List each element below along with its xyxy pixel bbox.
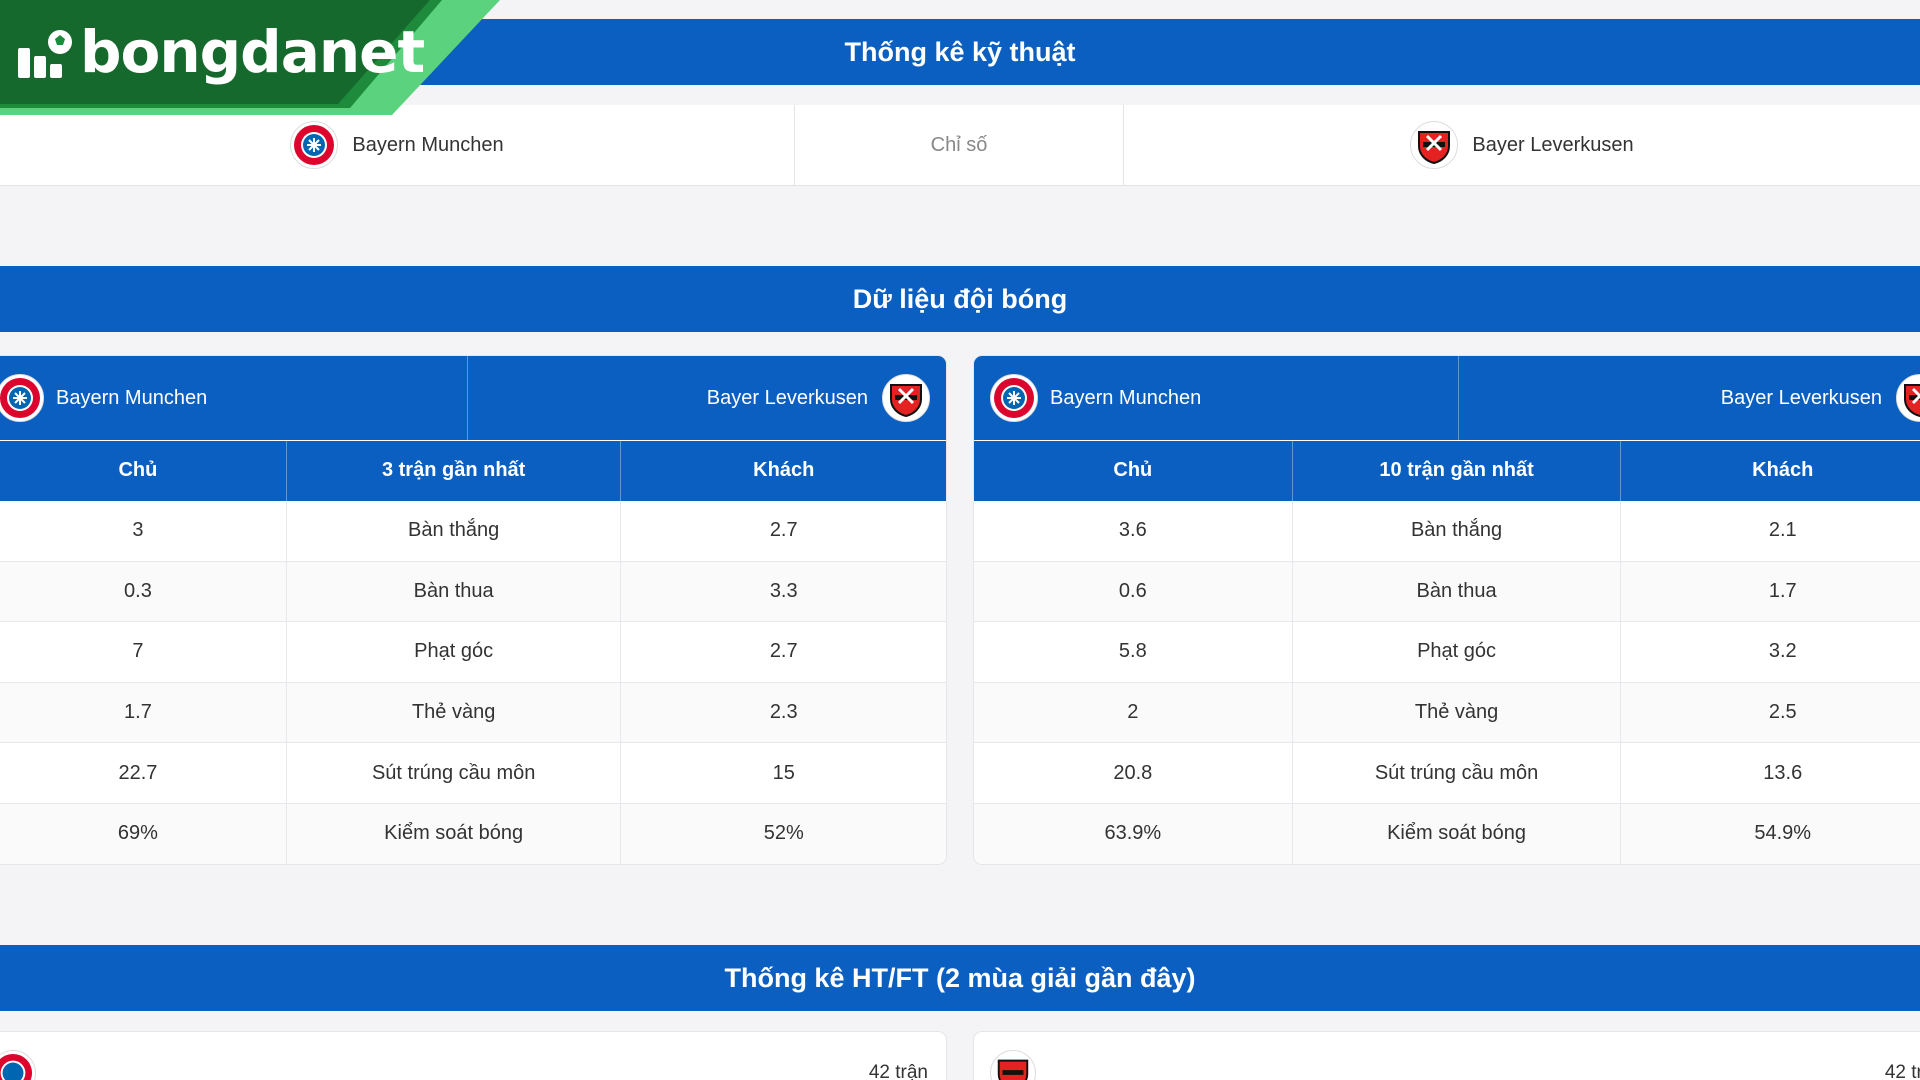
away-value: 2.5: [1620, 682, 1920, 744]
home-value: 3.6: [974, 500, 1293, 562]
col-away-header: Khách: [1620, 440, 1920, 501]
logo-banner-shape: [0, 0, 500, 115]
col-mid-header: 3 trận gần nhất: [286, 440, 622, 501]
panel-home-team[interactable]: Bayern Munchen: [974, 356, 1459, 440]
home-value: 3: [0, 500, 287, 562]
table-row: 63.9% Kiểm soát bóng 54.9%: [974, 803, 1920, 864]
logo-wordmark: bongdanet: [80, 18, 425, 86]
tech-stats-team-row: Bayern Munchen Chỉ số Bayer Leverkusen: [0, 105, 1920, 186]
away-value: 52%: [620, 803, 946, 864]
htft-home-match-count: 42 trận: [868, 1062, 928, 1080]
chart-ball-icon: [18, 30, 72, 78]
away-value: 2.7: [620, 500, 946, 562]
table-row: 5.8 Phạt góc 3.2: [974, 621, 1920, 683]
stats-table-10: Chủ 10 trận gần nhất Khách 3.6 Bàn thắng 2…: [974, 440, 1920, 864]
col-home-header: Chủ: [0, 440, 287, 501]
tech-away-team-name: Bayer Leverkusen: [1472, 133, 1634, 156]
col-home-header: Chủ: [974, 440, 1293, 501]
stat-label: Kiểm soát bóng: [286, 803, 622, 864]
table-row: 7 Phạt góc 2.7: [0, 621, 946, 683]
away-value: 1.7: [1620, 561, 1920, 623]
panel-team-header: Bayern Munchen Bayer Leverkusen: [0, 356, 946, 440]
tech-center-label: Chỉ số: [795, 105, 1124, 185]
table-row: 22.7 Sút trúng cầu môn 15: [0, 742, 946, 804]
stat-label: Bàn thắng: [1292, 500, 1622, 562]
panel-home-team-name: Bayern Munchen: [56, 386, 208, 409]
htft-title: Thống kê HT/FT (2 mùa giải gần đây): [0, 945, 1920, 1011]
panel-away-team[interactable]: Bayer Leverkusen: [468, 356, 946, 440]
site-logo[interactable]: bongdanet: [0, 0, 500, 115]
home-value: 5.8: [974, 621, 1293, 683]
home-value: 0.3: [0, 561, 287, 623]
stat-label: Phạt góc: [1292, 621, 1622, 683]
panel-home-team-name: Bayern Munchen: [1050, 386, 1202, 409]
table-row: 0.3 Bàn thua 3.3: [0, 561, 946, 623]
team-data-panel-3: Bayern Munchen Bayer Leverkusen Chủ 3 tr…: [0, 356, 946, 864]
stat-label: Sút trúng cầu môn: [286, 742, 622, 804]
home-value: 69%: [0, 803, 287, 864]
away-value: 2.3: [620, 682, 946, 744]
home-value: 63.9%: [974, 803, 1293, 864]
home-value: 2: [974, 682, 1293, 744]
table-row: 3 Bàn thắng 2.7: [0, 500, 946, 562]
away-value: 2.1: [1620, 500, 1920, 562]
panel-home-team[interactable]: Bayern Munchen: [0, 356, 468, 440]
table-row: 69% Kiểm soát bóng 52%: [0, 803, 946, 864]
table-row: 0.6 Bàn thua 1.7: [974, 561, 1920, 623]
away-value: 2.7: [620, 621, 946, 683]
stat-label: Phạt góc: [286, 621, 622, 683]
stat-label: Thẻ vàng: [1292, 682, 1622, 744]
panel-team-header: Bayern Munchen Bayer Leverkusen: [974, 356, 1920, 440]
panel-away-team[interactable]: Bayer Leverkusen: [1459, 356, 1920, 440]
stat-label: Bàn thua: [286, 561, 622, 623]
htft-card-away: 42 trận: [974, 1032, 1920, 1080]
home-value: 1.7: [0, 682, 287, 744]
away-value: 3.3: [620, 561, 946, 623]
stats-table-3: Chủ 3 trận gần nhất Khách 3 Bàn thắng 2.7 …: [0, 440, 946, 864]
away-value: 54.9%: [1620, 803, 1920, 864]
panel-away-team-name: Bayer Leverkusen: [706, 386, 868, 409]
stat-label: Bàn thắng: [286, 500, 622, 562]
table-row: 2 Thẻ vàng 2.5: [974, 682, 1920, 744]
away-value: 15: [620, 742, 946, 804]
home-value: 22.7: [0, 742, 287, 804]
leverkusen-crest-icon: [1896, 374, 1920, 422]
htft-card-home: 42 trận: [0, 1032, 946, 1080]
away-value: 13.6: [1620, 742, 1920, 804]
tech-home-team[interactable]: Bayern Munchen: [0, 105, 795, 185]
col-away-header: Khách: [620, 440, 946, 501]
tech-home-team-name: Bayern Munchen: [352, 133, 504, 156]
leverkusen-crest-icon: [882, 374, 930, 422]
stat-label: Sút trúng cầu môn: [1292, 742, 1622, 804]
bayern-crest-icon: [290, 121, 339, 169]
table-row: 3.6 Bàn thắng 2.1: [974, 500, 1920, 562]
col-mid-header: 10 trận gần nhất: [1292, 440, 1622, 501]
table-row: 20.8 Sút trúng cầu môn 13.6: [974, 742, 1920, 804]
htft-away-match-count: 42 trận: [1884, 1062, 1920, 1080]
team-data-panel-10: Bayern Munchen Bayer Leverkusen Chủ 10 t…: [974, 356, 1920, 864]
leverkusen-crest-icon: [1410, 121, 1459, 169]
tech-away-team[interactable]: Bayer Leverkusen: [1124, 105, 1920, 185]
bayern-crest-icon: [0, 374, 44, 422]
home-value: 0.6: [974, 561, 1293, 623]
bayern-crest-icon: [990, 374, 1038, 422]
away-value: 3.2: [1620, 621, 1920, 683]
stat-label: Thẻ vàng: [286, 682, 622, 744]
table-row: 1.7 Thẻ vàng 2.3: [0, 682, 946, 744]
home-value: 7: [0, 621, 287, 683]
stat-label: Bàn thua: [1292, 561, 1622, 623]
leverkusen-crest-icon: [990, 1050, 1036, 1080]
stat-label: Kiểm soát bóng: [1292, 803, 1622, 864]
team-data-title: Dữ liệu đội bóng: [0, 266, 1920, 332]
bayern-crest-icon: [0, 1050, 36, 1080]
panel-away-team-name: Bayer Leverkusen: [1720, 386, 1882, 409]
home-value: 20.8: [974, 742, 1293, 804]
